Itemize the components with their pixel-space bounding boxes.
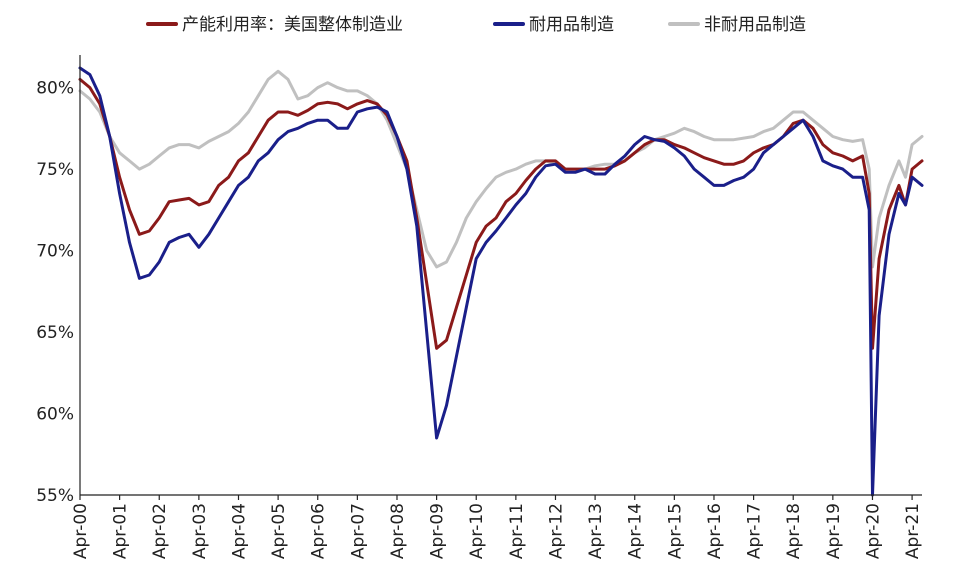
y-tick-label: 70%	[36, 242, 74, 262]
legend-label: 产能利用率：美国整体制造业	[182, 15, 403, 35]
x-tick-label: Apr-16	[705, 503, 725, 559]
series-line-1	[78, 77, 924, 350]
x-axis-ticks: Apr-00 Apr-01 Apr-02 Apr-03 Apr-04 Apr-05 Apr-…	[71, 495, 923, 559]
x-tick-label: Apr-04	[229, 503, 249, 559]
x-tick-label: Apr-06	[309, 503, 329, 559]
x-tick-label: Apr-11	[507, 503, 527, 559]
x-tick-label: Apr-09	[428, 503, 448, 559]
series-line-2	[78, 66, 924, 497]
x-tick-label: Apr-03	[190, 503, 210, 559]
legend-label: 非耐用品制造	[704, 15, 806, 35]
x-tick-label: Apr-15	[665, 503, 685, 559]
x-tick-label: Apr-02	[150, 503, 170, 559]
x-tick-label: Apr-19	[824, 503, 844, 559]
x-tick-label: Apr-07	[348, 503, 368, 559]
x-tick-label: Apr-08	[388, 503, 408, 559]
x-tick-label: Apr-10	[467, 503, 487, 559]
legend: 产能利用率：美国整体制造业 耐用品制造 非耐用品制造	[146, 15, 806, 35]
x-tick-label: Apr-00	[71, 503, 91, 559]
y-tick-label: 65%	[36, 323, 74, 343]
legend-label: 耐用品制造	[529, 15, 614, 35]
y-tick-label: 80%	[36, 79, 74, 99]
y-tick-label: 75%	[36, 160, 74, 180]
x-tick-label: Apr-13	[586, 503, 606, 559]
x-tick-label: Apr-21	[903, 503, 923, 559]
x-tick-label: Apr-12	[546, 503, 566, 559]
y-tick-label: 60%	[36, 405, 74, 425]
series-line-3	[78, 69, 924, 269]
y-axis-ticks: 55% 60% 65% 70% 75% 80%	[36, 79, 74, 506]
x-tick-label: Apr-17	[745, 503, 765, 559]
y-tick-label: 55%	[36, 486, 74, 506]
x-tick-label: Apr-20	[863, 503, 883, 559]
series-layer	[78, 66, 924, 497]
x-tick-label: Apr-01	[111, 503, 131, 559]
x-tick-label: Apr-18	[784, 503, 804, 559]
x-tick-label: Apr-14	[626, 503, 646, 559]
x-tick-label: Apr-05	[269, 503, 289, 559]
